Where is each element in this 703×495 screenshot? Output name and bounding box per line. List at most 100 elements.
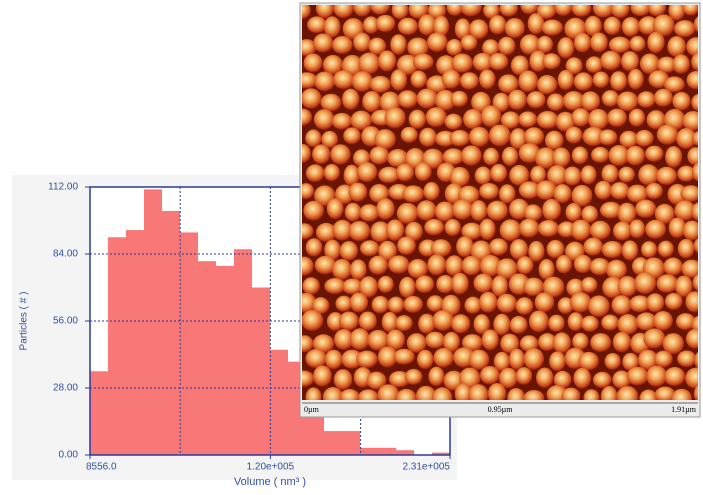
grain	[350, 259, 367, 280]
grain	[327, 198, 344, 219]
grain	[572, 147, 588, 165]
grain	[357, 162, 377, 182]
grain	[396, 164, 414, 182]
grain	[571, 108, 590, 127]
grain	[312, 144, 330, 164]
grain	[428, 367, 444, 387]
grain	[667, 36, 686, 57]
grain	[305, 349, 326, 368]
grain	[653, 311, 673, 331]
grain	[461, 35, 478, 51]
grain	[505, 18, 525, 38]
grain	[461, 145, 482, 165]
grain	[332, 36, 353, 54]
grain	[304, 53, 323, 72]
grain	[376, 198, 395, 220]
grain	[474, 273, 494, 292]
grain	[558, 70, 574, 90]
grain	[426, 107, 447, 127]
grain	[330, 144, 350, 165]
grain	[542, 53, 560, 69]
grain	[370, 146, 390, 164]
bar	[324, 431, 342, 455]
grain	[612, 295, 632, 315]
grain	[574, 33, 591, 53]
grain	[536, 368, 553, 389]
grain	[483, 148, 499, 166]
grain	[314, 109, 335, 130]
grain	[665, 146, 682, 168]
bar	[378, 448, 396, 455]
grain	[451, 91, 468, 107]
grain	[542, 20, 563, 36]
grain	[325, 350, 343, 370]
grain	[618, 167, 635, 183]
grain	[565, 127, 582, 144]
grain	[362, 91, 381, 112]
grain	[508, 90, 527, 111]
grain	[390, 69, 407, 91]
grain	[610, 71, 627, 91]
bar	[270, 350, 288, 455]
grain	[356, 351, 378, 368]
grain	[490, 164, 507, 182]
grain	[451, 273, 469, 295]
grain	[629, 109, 645, 127]
grain	[590, 333, 611, 352]
scale-label: 0.95µm	[488, 405, 514, 414]
grain	[581, 316, 599, 332]
grain	[394, 349, 415, 365]
bar	[180, 232, 198, 455]
grain	[451, 314, 470, 333]
grain	[425, 332, 445, 349]
y-axis-label: Particles ( # )	[19, 292, 30, 351]
grain	[489, 15, 506, 34]
grain	[358, 52, 380, 74]
grain	[588, 109, 609, 130]
bar	[144, 189, 162, 455]
grain	[395, 315, 413, 331]
grain	[517, 256, 534, 274]
grain	[378, 276, 394, 293]
grain	[593, 372, 612, 388]
grain	[586, 56, 603, 73]
grain	[643, 328, 665, 348]
grain	[601, 164, 618, 183]
grain	[646, 365, 667, 386]
grain	[549, 351, 566, 371]
grain	[635, 130, 654, 147]
grain	[462, 256, 482, 276]
grain	[588, 295, 610, 317]
grain	[460, 72, 479, 89]
scale-label: 1.91µm	[671, 405, 697, 414]
grain	[528, 13, 545, 35]
grain	[657, 124, 678, 144]
grain	[656, 274, 678, 293]
grain	[628, 69, 644, 90]
grain	[613, 332, 631, 352]
grain	[605, 353, 621, 370]
grain	[581, 277, 597, 293]
y-tick-label: 112.00	[48, 182, 78, 193]
grain	[479, 183, 499, 200]
grain	[629, 36, 645, 52]
grain	[524, 348, 544, 370]
grain	[397, 203, 418, 224]
bar	[126, 230, 144, 455]
grain	[617, 91, 638, 111]
grain	[417, 350, 434, 369]
x-tick-label: 1.20e+005	[247, 462, 295, 473]
grain	[556, 255, 572, 274]
grain	[376, 15, 396, 32]
grain	[594, 181, 612, 200]
grain	[342, 89, 360, 110]
grain	[313, 33, 333, 52]
grain	[343, 127, 361, 144]
grain	[634, 272, 656, 294]
grain	[635, 199, 656, 218]
grain	[574, 72, 593, 90]
y-tick-label: 0.00	[59, 450, 79, 461]
grain	[295, 144, 311, 163]
grain	[424, 219, 444, 235]
grain	[307, 16, 327, 33]
